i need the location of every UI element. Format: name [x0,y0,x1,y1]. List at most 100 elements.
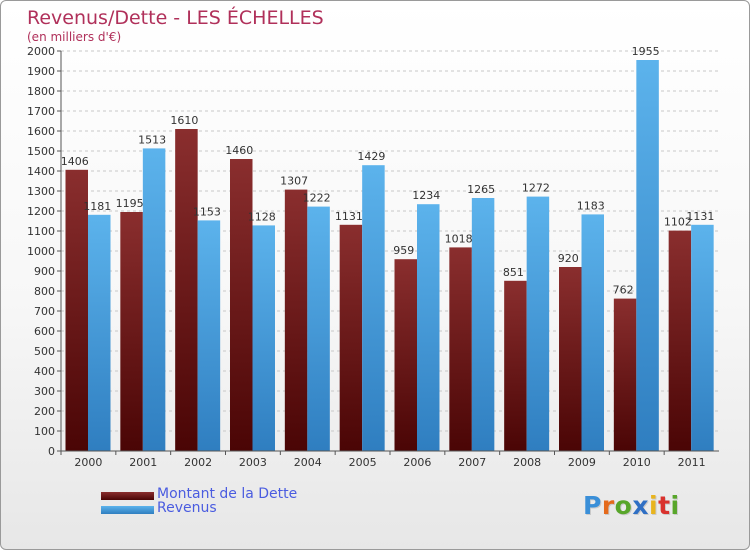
y-tick-label: 1000 [27,245,55,258]
x-tick-label: 2011 [678,456,706,469]
bar-revenus [636,60,659,451]
bar-dette [613,298,637,451]
x-tick-label: 2008 [513,456,541,469]
data-label-dette: 1307 [280,175,308,188]
y-axis-ticks: 0 100 200 300 400 500 600 700 800 900 1000 1100 1200… [27,45,61,458]
grid-lines [61,50,719,432]
x-tick-label: 2005 [349,456,377,469]
data-label-dette: 1406 [61,155,89,168]
bar-dette [449,247,472,451]
bar-dette [284,189,308,451]
y-tick-label: 1400 [27,165,55,178]
bar-dette [230,159,253,451]
legend-swatch-dette [101,492,154,500]
data-label-dette: 920 [558,252,579,265]
bar-dette [394,259,417,451]
legend-label-dette: Montant de la Dette [157,486,298,502]
y-tick-label: 2000 [27,45,55,58]
logo-letter: r [601,491,615,520]
legend-label-revenus: Revenus [157,500,217,516]
y-tick-label: 800 [34,285,55,298]
bar-revenus [252,225,275,451]
y-tick-label: 0 [48,445,55,458]
data-label-revenus: 1272 [522,182,550,195]
bar-revenus [142,148,166,451]
data-label-revenus: 1222 [303,192,331,205]
x-tick-label: 2006 [403,456,431,469]
y-tick-label: 600 [34,325,55,338]
data-label-revenus: 1153 [193,205,221,218]
data-label-revenus: 1265 [467,183,495,196]
legend-swatch-revenus [101,506,154,514]
bar-revenus [417,204,440,451]
data-label-dette: 959 [393,244,414,257]
logo-letter: x [632,491,649,520]
bar-revenus [307,206,330,451]
data-label-dette: 1102 [664,216,692,229]
data-label-dette: 762 [613,284,634,297]
y-tick-label: 400 [34,365,55,378]
data-label-revenus: 1955 [632,45,660,58]
data-label-revenus: 1181 [83,200,111,213]
chart-title: Revenus/Dette - LES ÉCHELLES [27,7,324,29]
data-label-revenus: 1183 [577,199,605,212]
x-tick-label: 2004 [294,456,322,469]
y-tick-label: 1300 [27,185,55,198]
data-label-dette: 851 [503,266,524,279]
bar-dette [504,280,527,451]
bar-revenus [581,214,604,451]
x-tick-label: 2007 [458,456,486,469]
x-tick-label: 2010 [623,456,651,469]
bar-revenus [691,224,714,451]
axes [60,51,719,452]
y-tick-label: 900 [34,265,55,278]
y-tick-label: 500 [34,345,55,358]
bars [65,60,714,452]
bar-dette [559,267,582,451]
data-label-dette: 1195 [116,197,144,210]
data-label-dette: 1460 [225,144,253,157]
bar-dette [339,224,363,451]
y-tick-label: 1100 [27,225,55,238]
data-label-revenus: 1234 [412,189,440,202]
x-tick-label: 2009 [568,456,596,469]
y-tick-label: 300 [34,385,55,398]
y-tick-label: 1700 [27,105,55,118]
y-tick-label: 1900 [27,65,55,78]
data-label-dette: 1610 [170,114,198,127]
chart-subtitle: (en milliers d'€) [27,30,122,44]
y-tick-label: 1800 [27,85,55,98]
data-labels: 1406 1181 1195 1513 1610 1153 1460 1128 1307 1222… [61,45,715,297]
y-tick-label: 1200 [27,205,55,218]
bar-dette [65,169,88,452]
x-tick-label: 2001 [129,456,157,469]
logo-letter: i [649,491,659,520]
bar-revenus [88,214,111,451]
y-tick-label: 200 [34,405,55,418]
data-label-revenus: 1128 [248,210,276,223]
y-tick-label: 1500 [27,145,55,158]
bar-revenus [526,196,550,451]
data-label-revenus: 1513 [138,133,166,146]
logo-letter: P [583,491,602,520]
y-tick-label: 1600 [27,125,55,138]
data-label-dette: 1131 [335,210,363,223]
logo-letter: i [670,491,680,520]
x-tick-label: 2002 [184,456,212,469]
data-label-revenus: 1429 [357,150,385,163]
bar-dette [175,129,198,451]
logo-letter: o [614,491,633,520]
bar-revenus [197,220,221,451]
x-tick-label: 2003 [239,456,267,469]
bar-revenus [362,165,385,451]
x-axis-ticks: 2000 2001 2002 2003 2004 2005 2006 2007 2008 2009… [60,451,706,469]
proxiti-logo: Proxiti [583,491,680,520]
data-label-dette: 1018 [445,232,473,245]
y-tick-label: 700 [34,305,55,318]
logo-letter: t [658,491,671,520]
bar-dette [668,230,692,451]
bar-dette [120,212,143,451]
x-tick-label: 2000 [74,456,102,469]
